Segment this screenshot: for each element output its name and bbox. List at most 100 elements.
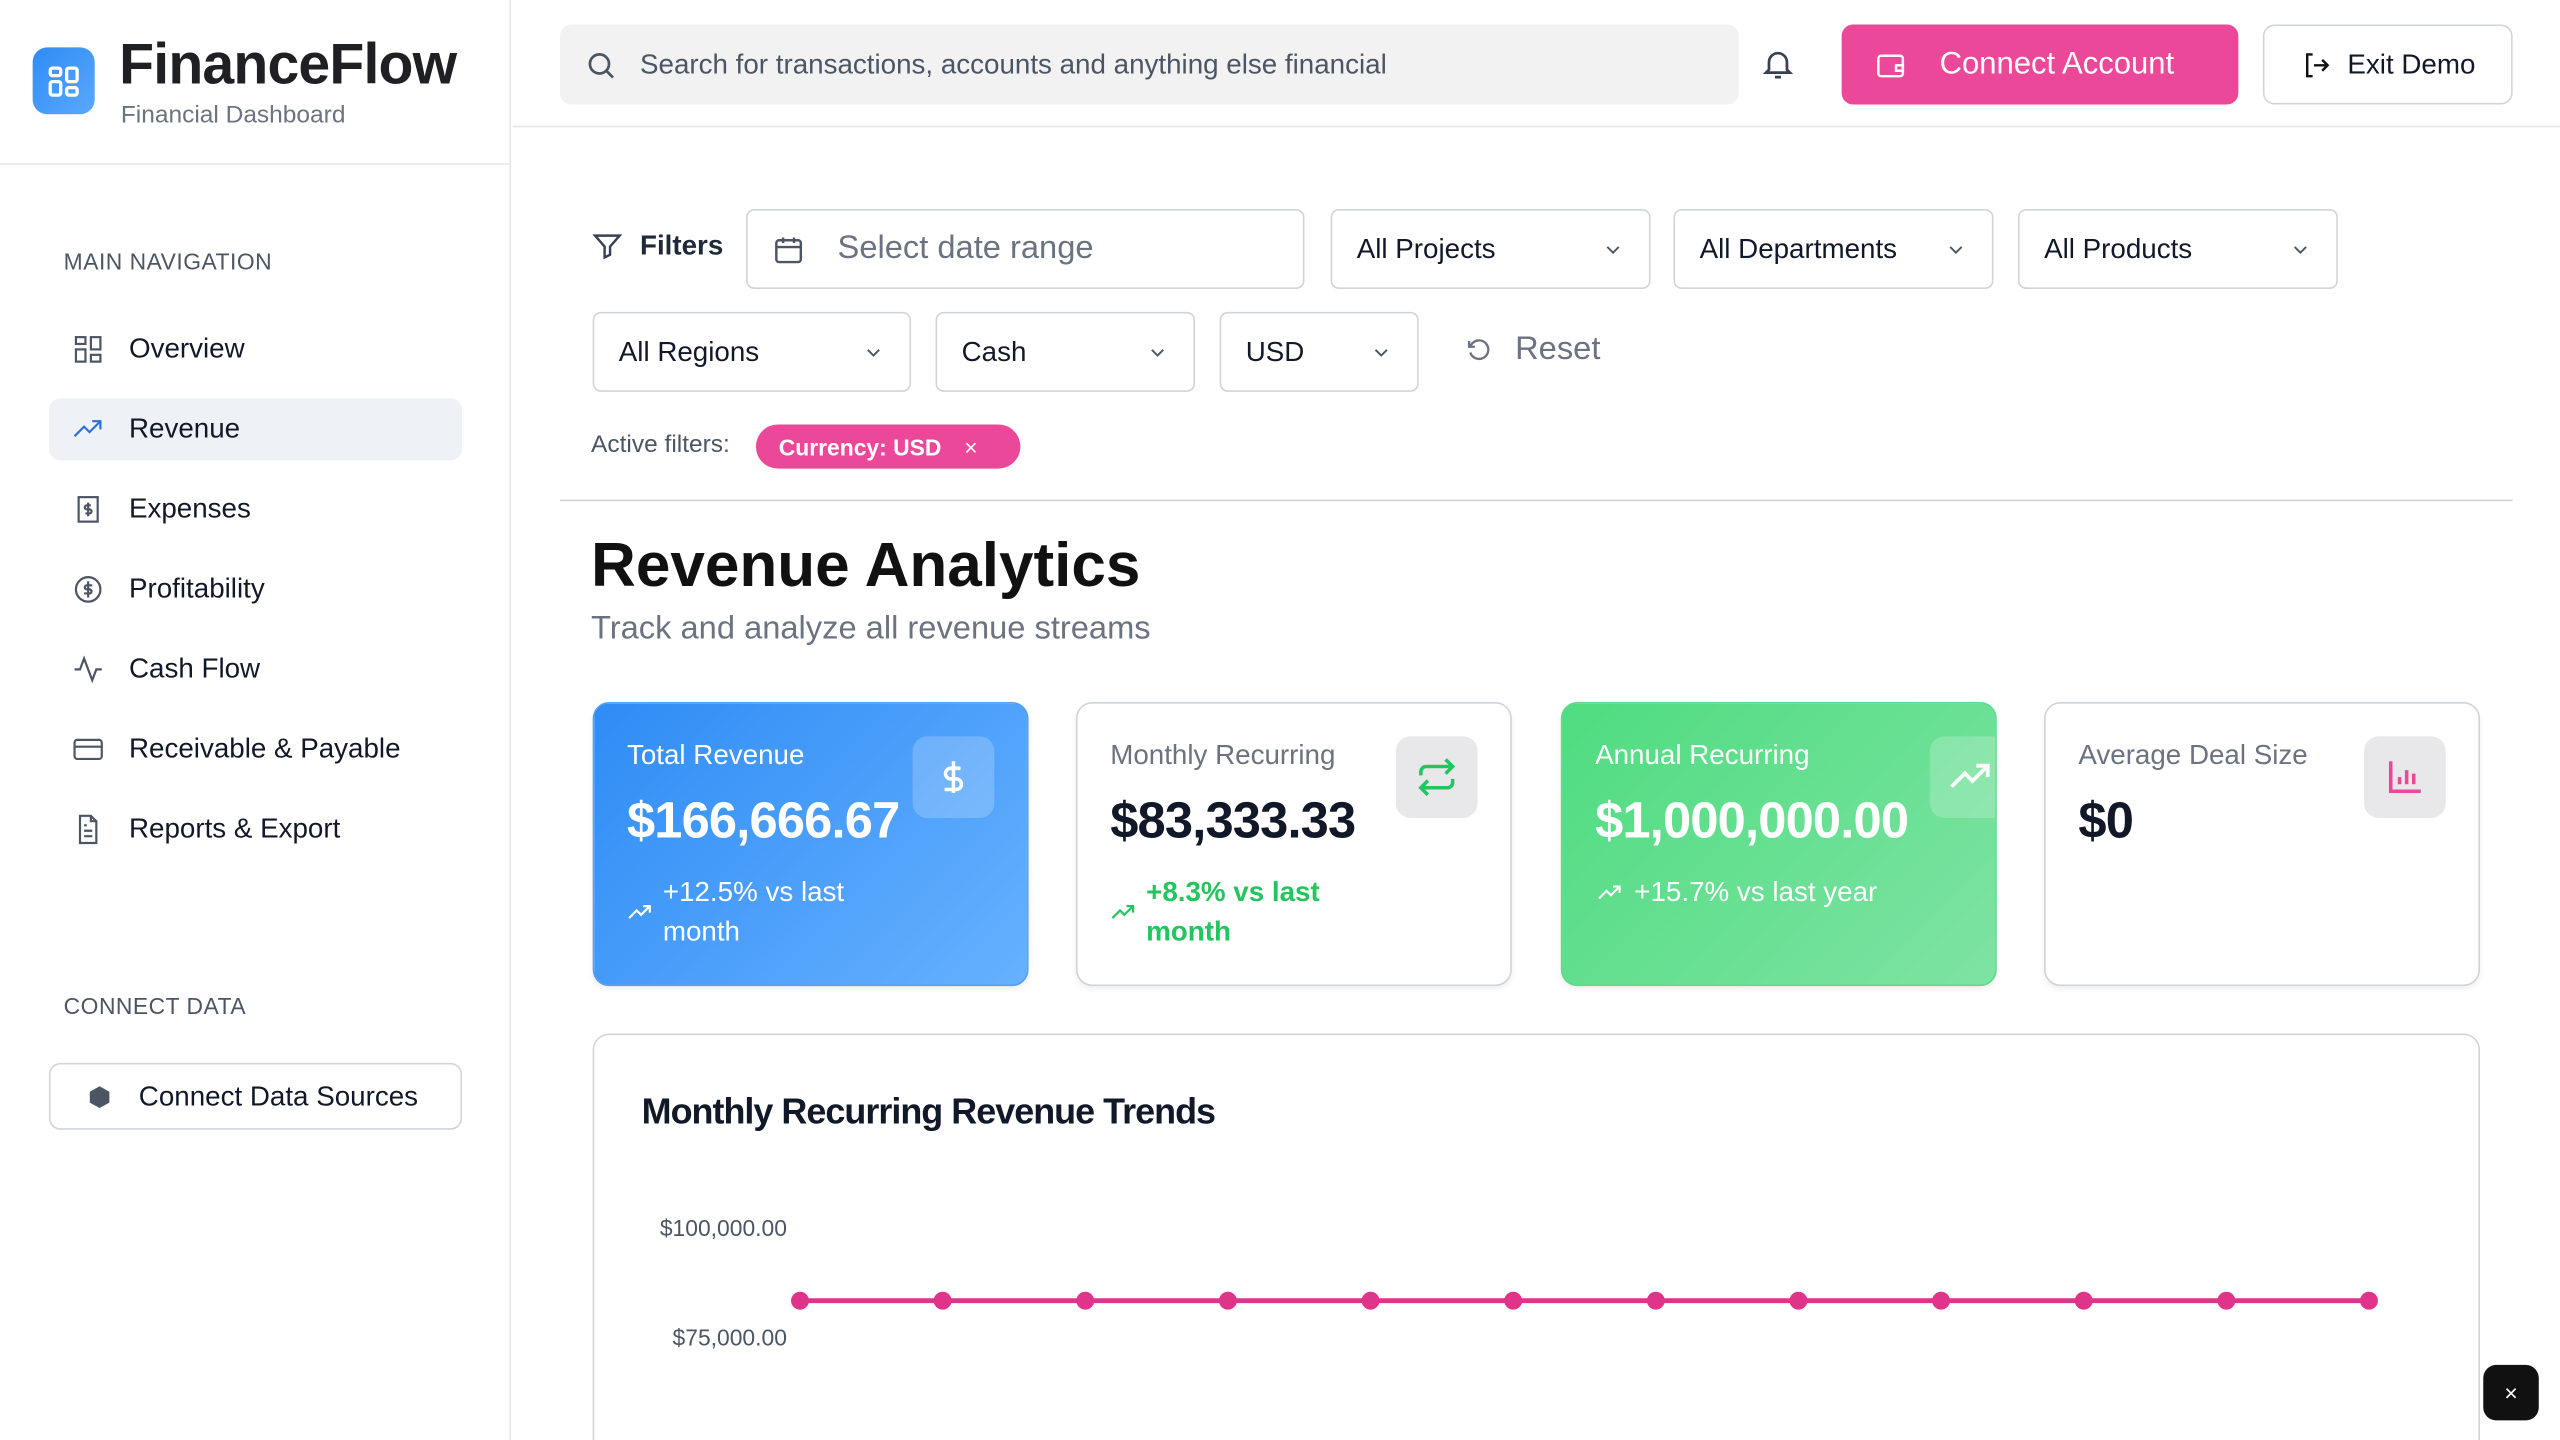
app-subtitle: Financial Dashboard [120,101,346,129]
close-icon[interactable]: × [964,433,978,460]
dollar-icon [912,736,995,818]
search-input[interactable]: Search for transactions, accounts and an… [559,24,1739,105]
divider [0,163,512,165]
active-filters-label: Active filters: [591,431,730,459]
regions-select[interactable]: All Regions [592,311,912,392]
annual-recurring-card: Annual Recurring $1,000,000.00 +15.7% vs… [1560,702,1997,987]
data-point[interactable] [791,1291,809,1310]
data-point[interactable] [1932,1291,1951,1310]
sidebar-item-label: Revenue [128,413,241,445]
receipt-icon [77,496,99,523]
sidebar-item-label: Overview [128,333,245,365]
date-range-placeholder: Select date range [837,230,1094,267]
data-point[interactable] [1361,1291,1380,1310]
sidebar-item-label: Cash Flow [128,653,261,685]
exit-demo-button[interactable]: Exit Demo [2262,24,2513,105]
app-name: FinanceFlow [119,32,457,97]
main-nav-heading: MAIN NAVIGATION [63,248,273,275]
reset-label: Reset [1515,331,1601,368]
repeat-icon [1395,736,1478,818]
card-label: Monthly Recurring [1110,739,1336,771]
sidebar-item-label: Expenses [128,493,251,525]
card-label: Total Revenue [626,739,805,771]
file-text-icon [78,814,98,845]
chip-label: Currency: USD [778,433,942,460]
sidebar-item-receivable-payable[interactable]: Receivable & Payable [49,718,462,780]
sidebar-item-overview[interactable]: Overview [49,318,462,380]
divider [559,499,2513,502]
trending-up-icon [1929,736,1996,818]
currency-value: USD [1245,335,1305,367]
departments-select[interactable]: All Departments [1673,208,1994,289]
card-change: +15.7% vs last year [1595,873,1962,912]
sidebar-item-revenue[interactable]: Revenue [48,398,463,461]
connect-data-sources-label: Connect Data Sources [138,1079,419,1112]
accounting-basis-select[interactable]: Cash [935,311,1196,392]
card-value: $0 [2078,791,2134,849]
connect-account-label: Connect Account [1939,46,2175,81]
grid-icon [74,336,102,363]
page-title: Revenue Analytics [591,532,1141,601]
active-filter-chip[interactable]: Currency: USD × [755,424,1021,469]
trending-up-icon [628,905,651,919]
credit-card-icon [73,738,103,760]
connect-data-heading: CONNECT DATA [63,992,247,1019]
card-change: +8.3% vs last month [1110,873,1477,951]
data-point[interactable] [1646,1291,1665,1310]
data-point[interactable] [2359,1291,2378,1310]
card-change-text: +8.3% vs last month [1146,876,1320,947]
card-value: $1,000,000.00 [1595,791,1909,849]
sidebar-item-cash-flow[interactable]: Cash Flow [49,638,462,700]
page-subtitle: Track and analyze all revenue streams [591,610,1151,647]
basis-value: Cash [961,335,1027,367]
wallet-icon [1877,53,1905,77]
projects-value: All Projects [1356,232,1496,264]
data-point[interactable] [1789,1291,1808,1310]
card-label: Annual Recurring [1595,739,1810,771]
mrr-chart-card [592,1033,2480,1440]
search-placeholder: Search for transactions, accounts and an… [639,48,1387,80]
currency-select[interactable]: USD [1219,311,1419,392]
departments-value: All Departments [1699,232,1898,264]
y-tick-label: $100,000.00 [659,1214,787,1241]
calendar-icon [775,236,803,263]
chevron-down-icon [1949,245,1963,254]
data-point[interactable] [1076,1291,1095,1310]
sidebar-item-expenses[interactable]: Expenses [49,478,462,540]
card-label: Average Deal Size [2078,739,2308,771]
card-value: $83,333.33 [1110,791,1356,849]
chart-title: Monthly Recurring Revenue Trends [641,1090,1216,1132]
sidebar-item-label: Reports & Export [128,813,341,845]
products-select[interactable]: All Products [2017,208,2338,289]
projects-select[interactable]: All Projects [1330,208,1651,289]
close-toast-button[interactable]: × [2483,1364,2539,1421]
sidebar-item-label: Receivable & Payable [128,733,401,765]
top-bar [512,0,2560,128]
data-point[interactable] [1504,1291,1523,1310]
sidebar-item-reports-export[interactable]: Reports & Export [49,798,462,860]
reset-filters-button[interactable]: Reset [1464,331,1600,369]
trending-up-icon [1598,885,1621,900]
bar-chart-icon [2364,736,2446,818]
dollar-circle-icon [74,576,102,603]
data-point[interactable] [2074,1291,2093,1310]
bell-icon[interactable] [1760,46,1796,82]
sidebar-item-profitability[interactable]: Profitability [49,558,462,620]
logo-icon [32,47,95,115]
connect-data-sources-button[interactable]: Connect Data Sources [48,1062,463,1130]
connect-account-button[interactable]: Connect Account [1841,24,2239,105]
total-revenue-card: Total Revenue $166,666.67 +12.5% vs last… [592,702,1029,987]
card-value: $166,666.67 [626,791,900,849]
chevron-down-icon [1151,348,1164,357]
filters-label: Filters [591,230,723,263]
card-change-text: +12.5% vs last month [662,876,845,947]
date-range-picker[interactable]: Select date range [746,208,1305,289]
data-point[interactable] [933,1291,952,1310]
sidebar: FinanceFlow Financial Dashboard MAIN NAV… [0,0,512,1440]
data-point[interactable] [1218,1291,1237,1310]
products-value: All Products [2044,232,2193,264]
average-deal-size-card: Average Deal Size $0 [2044,702,2480,987]
filters-text: Filters [639,230,724,262]
data-point[interactable] [2217,1291,2236,1310]
